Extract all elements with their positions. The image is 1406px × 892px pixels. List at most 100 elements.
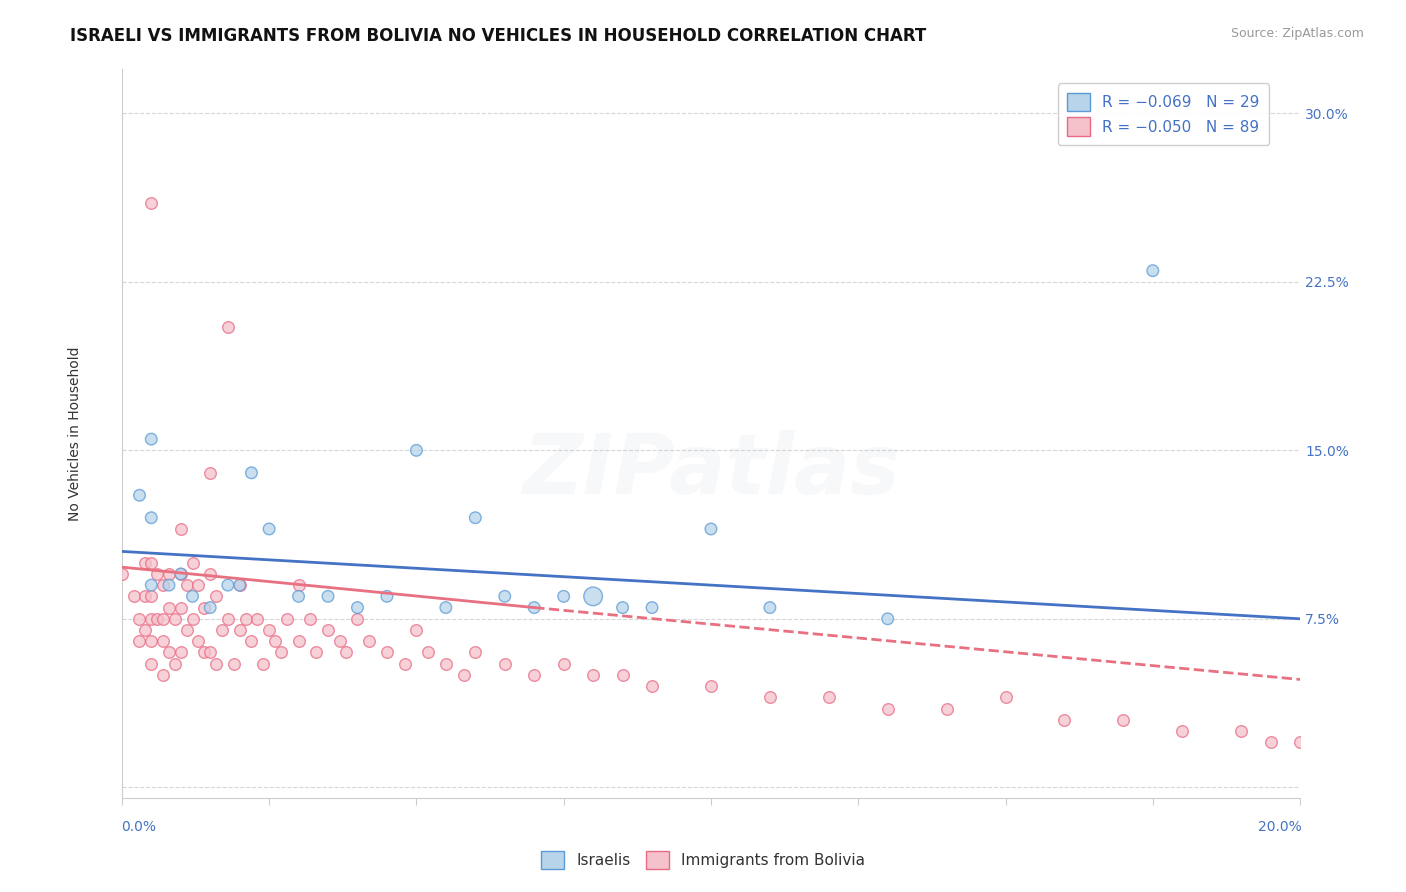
Text: Source: ZipAtlas.com: Source: ZipAtlas.com bbox=[1230, 27, 1364, 40]
Point bbox=[464, 645, 486, 659]
Point bbox=[141, 590, 163, 604]
Point bbox=[641, 679, 664, 693]
Point bbox=[612, 600, 634, 615]
Point bbox=[700, 522, 723, 536]
Point bbox=[276, 612, 298, 626]
Point bbox=[994, 690, 1017, 705]
Point bbox=[1171, 724, 1194, 739]
Point bbox=[134, 623, 156, 637]
Point bbox=[453, 668, 475, 682]
Point bbox=[246, 612, 269, 626]
Point bbox=[157, 645, 180, 659]
Point bbox=[157, 566, 180, 581]
Point bbox=[157, 578, 180, 592]
Point bbox=[817, 690, 839, 705]
Point bbox=[257, 623, 280, 637]
Point bbox=[335, 645, 357, 659]
Point bbox=[198, 600, 221, 615]
Point bbox=[299, 612, 322, 626]
Point bbox=[434, 600, 457, 615]
Point bbox=[405, 443, 427, 458]
Point bbox=[287, 634, 309, 648]
Point bbox=[217, 612, 239, 626]
Point bbox=[181, 590, 204, 604]
Point bbox=[876, 612, 898, 626]
Point bbox=[405, 623, 427, 637]
Text: No Vehicles in Household: No Vehicles in Household bbox=[67, 346, 82, 521]
Point bbox=[170, 566, 193, 581]
Text: 0.0%: 0.0% bbox=[121, 821, 156, 834]
Point bbox=[346, 612, 368, 626]
Point bbox=[523, 600, 546, 615]
Point bbox=[128, 634, 150, 648]
Point bbox=[316, 590, 339, 604]
Point bbox=[523, 668, 546, 682]
Point bbox=[146, 566, 169, 581]
Point bbox=[211, 623, 233, 637]
Point bbox=[134, 590, 156, 604]
Point bbox=[205, 590, 228, 604]
Point bbox=[128, 488, 150, 502]
Point bbox=[700, 679, 723, 693]
Point bbox=[141, 578, 163, 592]
Point bbox=[134, 556, 156, 570]
Point bbox=[1142, 263, 1164, 277]
Point bbox=[359, 634, 381, 648]
Point bbox=[553, 590, 575, 604]
Point bbox=[146, 612, 169, 626]
Point bbox=[641, 600, 664, 615]
Point bbox=[198, 466, 221, 480]
Point bbox=[264, 634, 287, 648]
Point bbox=[759, 690, 782, 705]
Point bbox=[494, 590, 516, 604]
Point bbox=[240, 634, 263, 648]
Point bbox=[240, 466, 263, 480]
Point bbox=[128, 612, 150, 626]
Point bbox=[582, 590, 605, 604]
Point bbox=[217, 319, 239, 334]
Point bbox=[464, 510, 486, 524]
Point bbox=[205, 657, 228, 671]
Point bbox=[759, 600, 782, 615]
Point bbox=[170, 522, 193, 536]
Point bbox=[222, 657, 245, 671]
Point bbox=[181, 612, 204, 626]
Point bbox=[418, 645, 440, 659]
Point bbox=[152, 668, 174, 682]
Point bbox=[193, 600, 215, 615]
Point bbox=[176, 623, 198, 637]
Point bbox=[170, 600, 193, 615]
Point bbox=[152, 634, 174, 648]
Point bbox=[494, 657, 516, 671]
Point bbox=[141, 634, 163, 648]
Point bbox=[375, 590, 398, 604]
Point bbox=[157, 600, 180, 615]
Point bbox=[257, 522, 280, 536]
Text: 20.0%: 20.0% bbox=[1257, 821, 1302, 834]
Point bbox=[141, 657, 163, 671]
Point bbox=[329, 634, 352, 648]
Text: ISRAELI VS IMMIGRANTS FROM BOLIVIA NO VEHICLES IN HOUSEHOLD CORRELATION CHART: ISRAELI VS IMMIGRANTS FROM BOLIVIA NO VE… bbox=[70, 27, 927, 45]
Point bbox=[228, 578, 250, 592]
Point bbox=[122, 590, 145, 604]
Point bbox=[252, 657, 274, 671]
Point bbox=[163, 657, 186, 671]
Legend: Israelis, Immigrants from Bolivia: Israelis, Immigrants from Bolivia bbox=[536, 845, 870, 875]
Point bbox=[287, 590, 309, 604]
Point bbox=[170, 566, 193, 581]
Point bbox=[141, 510, 163, 524]
Point bbox=[1112, 713, 1135, 727]
Point bbox=[141, 196, 163, 211]
Point bbox=[228, 578, 250, 592]
Point bbox=[375, 645, 398, 659]
Point bbox=[141, 432, 163, 446]
Point bbox=[198, 645, 221, 659]
Point bbox=[1260, 735, 1282, 749]
Point bbox=[181, 556, 204, 570]
Point bbox=[141, 556, 163, 570]
Point bbox=[1230, 724, 1253, 739]
Point bbox=[163, 612, 186, 626]
Point bbox=[176, 578, 198, 592]
Point bbox=[346, 600, 368, 615]
Point bbox=[270, 645, 292, 659]
